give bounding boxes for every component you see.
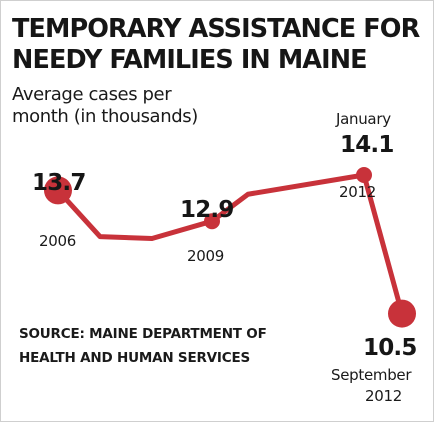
date-label-sep-2012: 2012: [365, 387, 402, 405]
value-label-2009: 12.9: [180, 197, 234, 223]
value-label-jan-2012: 14.1: [340, 132, 394, 158]
source-line2: HEALTH AND HUMAN SERVICES: [19, 350, 250, 366]
highlight-sep-2012: 10.5 September 2012: [331, 335, 417, 405]
chart-title-line2: NEEDY FAMILIES IN MAINE: [12, 45, 368, 75]
chart-title: TEMPORARY ASSISTANCE FOR NEEDY FAMILIES …: [12, 14, 420, 76]
chart-subtitle-line2: month (in thousands): [12, 106, 198, 127]
date-label-2009: 2009: [187, 247, 224, 265]
chart-subtitle-line1: Average cases per: [12, 84, 172, 105]
date-extra-label-sep-2012: September: [331, 366, 412, 384]
value-label-sep-2012: 10.5: [363, 335, 417, 361]
date-extra-label-jan-2012: January: [335, 110, 391, 128]
point-marker-layer: [44, 167, 416, 328]
chart-subtitle: Average cases per month (in thousands): [12, 84, 198, 128]
point-marker-jan-2012: [356, 167, 372, 183]
chart-title-line1: TEMPORARY ASSISTANCE FOR: [12, 14, 420, 44]
point-marker-2009: [204, 213, 220, 230]
date-label-2006: 2006: [39, 232, 76, 250]
highlight-2006: 13.7 2006: [32, 170, 86, 250]
point-marker-sep-2012: [388, 299, 416, 328]
source-line1: SOURCE: MAINE DEPARTMENT OF: [19, 326, 267, 342]
highlight-jan-2012: January 14.1 2012: [335, 110, 394, 201]
date-label-jan-2012: 2012: [339, 183, 376, 201]
point-marker-2006: [44, 176, 72, 205]
highlight-2009: 12.9 2009: [180, 197, 234, 265]
source-note: SOURCE: MAINE DEPARTMENT OF HEALTH AND H…: [19, 322, 267, 370]
value-label-2006: 13.7: [32, 170, 86, 196]
